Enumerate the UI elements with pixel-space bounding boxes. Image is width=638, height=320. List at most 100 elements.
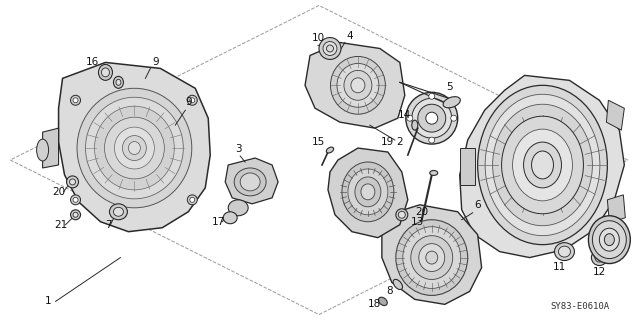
Text: 6: 6 [474, 200, 481, 210]
Ellipse shape [418, 104, 446, 132]
Ellipse shape [116, 79, 121, 85]
Text: 2: 2 [396, 137, 403, 147]
Ellipse shape [189, 98, 195, 103]
Ellipse shape [426, 251, 438, 264]
Polygon shape [328, 148, 408, 238]
Ellipse shape [71, 210, 80, 220]
Text: 21: 21 [54, 220, 67, 230]
Text: 19: 19 [382, 137, 394, 147]
Ellipse shape [73, 197, 78, 202]
Polygon shape [460, 76, 625, 258]
Text: 17: 17 [212, 217, 225, 227]
Text: 13: 13 [411, 217, 424, 227]
Text: 8: 8 [387, 286, 393, 296]
Ellipse shape [337, 63, 379, 107]
Ellipse shape [501, 116, 583, 214]
Polygon shape [59, 62, 211, 232]
Ellipse shape [524, 142, 561, 188]
Ellipse shape [595, 253, 604, 262]
Text: 5: 5 [447, 82, 453, 92]
Polygon shape [305, 43, 405, 128]
Text: 18: 18 [368, 299, 382, 309]
Ellipse shape [110, 204, 128, 220]
Ellipse shape [323, 42, 337, 55]
Ellipse shape [188, 95, 197, 105]
Polygon shape [460, 148, 475, 185]
Ellipse shape [70, 179, 75, 185]
Ellipse shape [71, 195, 80, 205]
Ellipse shape [71, 95, 80, 105]
Text: 9: 9 [152, 57, 159, 68]
Ellipse shape [77, 88, 192, 208]
Ellipse shape [223, 212, 237, 224]
Ellipse shape [73, 212, 78, 217]
Ellipse shape [234, 168, 266, 196]
Ellipse shape [228, 200, 248, 216]
Text: 3: 3 [235, 144, 242, 154]
Ellipse shape [189, 197, 195, 202]
Polygon shape [607, 195, 625, 223]
Text: 20: 20 [415, 207, 428, 217]
Ellipse shape [98, 64, 112, 80]
Ellipse shape [128, 141, 140, 155]
Text: 4: 4 [346, 30, 353, 41]
Ellipse shape [348, 169, 388, 215]
Ellipse shape [330, 56, 385, 114]
Ellipse shape [396, 220, 468, 295]
Ellipse shape [344, 70, 372, 100]
Polygon shape [606, 100, 625, 130]
Ellipse shape [430, 171, 438, 175]
Polygon shape [225, 158, 278, 204]
Ellipse shape [485, 94, 600, 236]
Ellipse shape [406, 92, 457, 144]
Ellipse shape [378, 297, 387, 306]
Ellipse shape [531, 151, 554, 179]
Ellipse shape [412, 98, 452, 138]
Ellipse shape [558, 246, 570, 257]
Text: 20: 20 [52, 187, 65, 197]
Ellipse shape [114, 76, 123, 88]
Ellipse shape [122, 136, 146, 161]
Ellipse shape [66, 176, 78, 188]
Text: 7: 7 [105, 220, 112, 230]
Ellipse shape [599, 228, 619, 251]
Polygon shape [43, 128, 59, 168]
Polygon shape [382, 205, 482, 304]
Ellipse shape [327, 45, 334, 52]
Ellipse shape [396, 209, 408, 221]
Ellipse shape [429, 93, 434, 99]
Ellipse shape [326, 147, 334, 153]
Ellipse shape [393, 279, 403, 290]
Ellipse shape [85, 97, 183, 199]
Text: 15: 15 [311, 137, 325, 147]
Text: 1: 1 [45, 296, 52, 306]
Ellipse shape [361, 184, 375, 200]
Ellipse shape [591, 250, 607, 266]
Ellipse shape [105, 117, 165, 179]
Ellipse shape [114, 207, 123, 216]
Ellipse shape [604, 234, 614, 246]
Ellipse shape [493, 104, 593, 226]
Ellipse shape [355, 177, 381, 207]
Ellipse shape [403, 227, 461, 288]
Ellipse shape [73, 98, 78, 103]
Ellipse shape [319, 37, 341, 60]
Ellipse shape [36, 139, 48, 161]
Text: SY83-E0610A: SY83-E0610A [550, 302, 609, 311]
Ellipse shape [588, 216, 630, 264]
Ellipse shape [398, 211, 405, 218]
Text: 9: 9 [185, 97, 191, 107]
Ellipse shape [342, 162, 394, 222]
Ellipse shape [419, 244, 445, 271]
Ellipse shape [450, 115, 457, 121]
Text: 11: 11 [553, 261, 566, 272]
Ellipse shape [94, 106, 174, 190]
Ellipse shape [240, 173, 260, 191]
Ellipse shape [478, 85, 607, 244]
Ellipse shape [407, 115, 413, 121]
Ellipse shape [101, 68, 110, 77]
Ellipse shape [554, 243, 574, 260]
Text: 16: 16 [86, 57, 99, 68]
Ellipse shape [411, 236, 453, 279]
Text: 10: 10 [311, 33, 325, 43]
